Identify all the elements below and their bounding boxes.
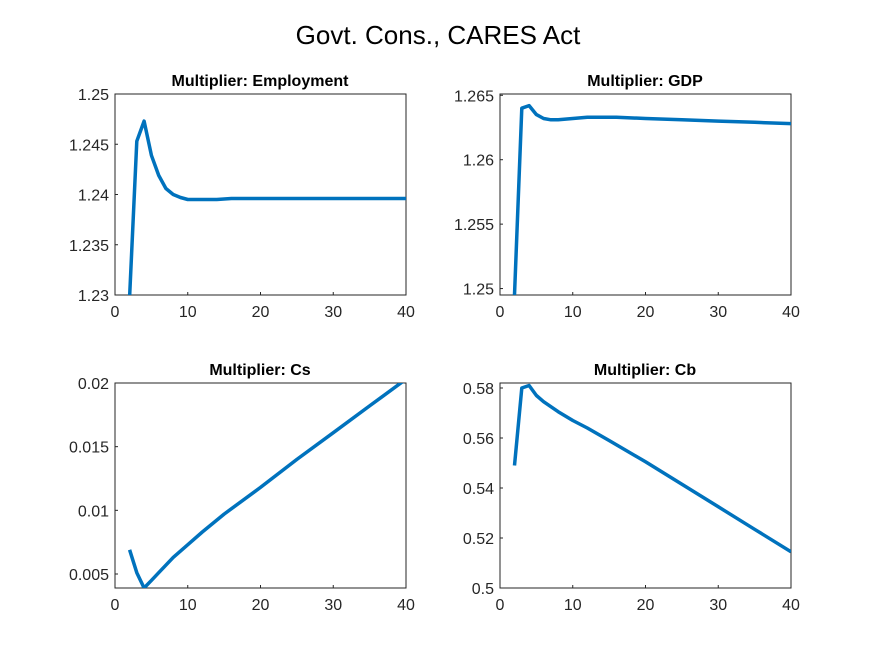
- ticks-cb: 0 10 20 30 40 0.5 0.52 0.54 0.56 0.58: [463, 381, 800, 614]
- x-tick-label: 20: [637, 304, 655, 321]
- y-tick-label: 1.265: [454, 88, 494, 105]
- axes-box-cb: [499, 382, 792, 589]
- ticks-cs: 0 10 20 30 40 0.005 0.01 0.015 0.02: [69, 376, 415, 614]
- y-tick-label: 0.54: [463, 481, 494, 498]
- x-tick-label: 30: [324, 597, 342, 614]
- x-tick-label: 40: [397, 304, 415, 321]
- series-line: [127, 383, 404, 588]
- y-tick-label: 1.23: [78, 288, 109, 305]
- x-tick-label: 20: [252, 304, 270, 321]
- series-cb: [512, 383, 791, 554]
- axes-box-employment: [114, 93, 407, 296]
- x-tick-label: 40: [397, 597, 415, 614]
- x-tick-label: 10: [564, 597, 582, 614]
- y-tick-label: 0.01: [78, 503, 109, 520]
- y-tick-label: 0.56: [463, 431, 494, 448]
- x-tick-label: 20: [252, 597, 270, 614]
- subplot-gdp: Multiplier: GDP 0 10 20 30 40 1.25 1.255 1.26 1.…: [454, 73, 800, 321]
- x-tick-label: 10: [179, 597, 197, 614]
- x-tick-label: 10: [564, 304, 582, 321]
- series-cs: [127, 383, 404, 588]
- series-line: [127, 119, 406, 295]
- x-tick-label: 20: [637, 597, 655, 614]
- x-tick-label: 40: [782, 304, 800, 321]
- y-tick-label: 0.015: [69, 440, 109, 457]
- y-tick-label: 1.235: [69, 238, 109, 255]
- x-tick-label: 10: [179, 304, 197, 321]
- subplot-title-gdp: Multiplier: GDP: [587, 73, 703, 90]
- y-tick-label: 1.25: [463, 282, 494, 299]
- x-tick-label: 30: [324, 304, 342, 321]
- subplot-title-employment: Multiplier: Employment: [172, 73, 350, 90]
- y-tick-label: 0.02: [78, 376, 109, 393]
- x-tick-label: 40: [782, 597, 800, 614]
- y-tick-label: 0.58: [463, 381, 494, 398]
- y-tick-label: 0.5: [472, 581, 494, 598]
- series-line: [512, 383, 791, 554]
- y-tick-label: 0.005: [69, 567, 109, 584]
- y-tick-label: 1.25: [78, 87, 109, 104]
- y-tick-label: 1.24: [78, 188, 109, 205]
- x-tick-label: 0: [496, 597, 505, 614]
- ticks-gdp: 0 10 20 30 40 1.25 1.255 1.26 1.265: [454, 88, 800, 321]
- y-tick-label: 1.245: [69, 137, 109, 154]
- x-tick-label: 0: [111, 597, 120, 614]
- x-tick-label: 0: [496, 304, 505, 321]
- series-gdp: [512, 103, 791, 295]
- subplot-title-cs: Multiplier: Cs: [209, 362, 310, 379]
- subplot-cs: Multiplier: Cs 0 10 20 30 40 0.005 0.01 0.015 0.…: [69, 362, 415, 614]
- series-line: [512, 103, 791, 295]
- x-tick-label: 0: [111, 304, 120, 321]
- y-tick-label: 1.255: [454, 217, 494, 234]
- y-tick-label: 1.26: [463, 153, 494, 170]
- series-employment: [127, 119, 406, 295]
- x-tick-label: 30: [709, 597, 727, 614]
- subplot-cb: Multiplier: Cb 0 10 20 30 400.50.520.540.560…: [463, 362, 800, 614]
- figure-title: Govt. Cons., CARES Act: [296, 20, 581, 50]
- subplot-title-cb: Multiplier: Cb: [594, 362, 696, 379]
- axes-box-gdp: [499, 93, 792, 296]
- y-tick-label: 0.52: [463, 531, 494, 548]
- ticks-employment: 0 10 20 30 40 1.23 1.235 1.24 1.245 1.25: [69, 87, 415, 321]
- subplot-employment: Multiplier: Employment 0 10 20 30 40 1.23 1.23…: [69, 73, 415, 321]
- x-tick-label: 30: [709, 304, 727, 321]
